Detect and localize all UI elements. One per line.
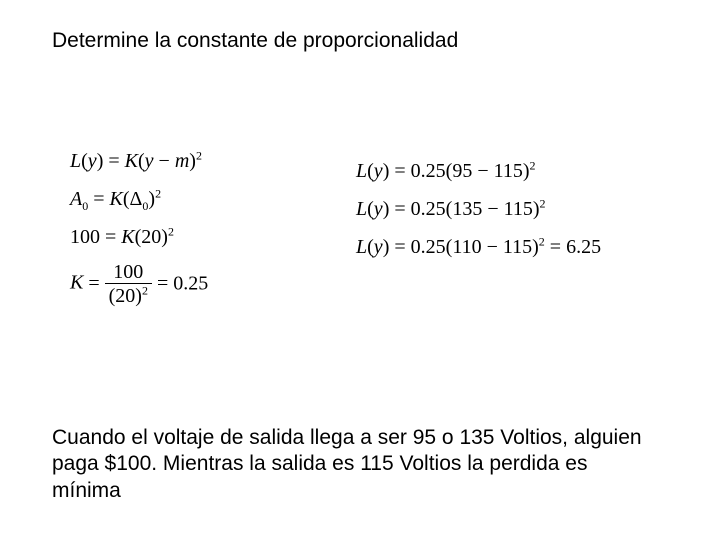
val-b: 115 — [504, 198, 533, 220]
var-A: A — [70, 188, 82, 210]
var-K: K — [125, 150, 138, 172]
val-b: 115 — [494, 160, 523, 182]
minus: − — [487, 198, 498, 220]
result-0.25: 0.25 — [173, 273, 208, 295]
equation-right-3: L(y) = 0.25(110 − 115)2 = 6.25 — [356, 236, 601, 259]
equation-left-3: 100 = K(20)2 — [70, 226, 174, 249]
result-6.25: 6.25 — [566, 236, 601, 258]
var-L: L — [356, 236, 367, 258]
equation-left-2: A0 = K(Δ0)2 — [70, 188, 161, 211]
val-a: 95 — [452, 160, 472, 182]
page: Determine la constante de proporcionalid… — [0, 0, 720, 540]
exp-2: 2 — [168, 224, 174, 238]
var-L: L — [70, 150, 81, 172]
equation-left-1: L(y) = K(y − m)2 — [70, 150, 202, 173]
num-20: 20 — [141, 226, 161, 248]
val-b: 115 — [503, 236, 532, 258]
var-K: K — [110, 188, 123, 210]
fraction-numerator: 100 — [105, 262, 152, 284]
var-m: m — [175, 150, 189, 172]
exp-2: 2 — [196, 148, 202, 162]
var-y: y — [374, 236, 383, 258]
coef: 0.25 — [411, 198, 446, 220]
sub-0: 0 — [82, 199, 88, 213]
val-a: 135 — [452, 198, 482, 220]
var-y2: y — [145, 150, 154, 172]
exp-2: 2 — [155, 186, 161, 200]
equation-right-1: L(y) = 0.25(95 − 115)2 — [356, 160, 536, 183]
equation-right-2: L(y) = 0.25(135 − 115)2 — [356, 198, 546, 221]
coef: 0.25 — [411, 236, 446, 258]
var-L: L — [356, 198, 367, 220]
equals: = — [108, 150, 119, 172]
equation-left-4: K = 100 (20)2 = 0.25 — [70, 262, 208, 306]
equals: = — [394, 198, 405, 220]
var-y: y — [374, 198, 383, 220]
num-100: 100 — [70, 226, 100, 248]
exp-2: 2 — [530, 158, 536, 172]
minus: − — [487, 236, 498, 258]
var-y: y — [88, 150, 97, 172]
var-K: K — [121, 226, 134, 248]
coef: 0.25 — [411, 160, 446, 182]
equals: = — [105, 226, 116, 248]
equals: = — [394, 160, 405, 182]
fraction-denominator: (20)2 — [105, 284, 152, 306]
equals: = — [93, 188, 104, 210]
equals-2: = — [550, 236, 561, 258]
equals-2: = — [157, 273, 168, 295]
var-L: L — [356, 160, 367, 182]
var-K: K — [70, 272, 83, 294]
val-a: 110 — [452, 236, 481, 258]
exp-2: 2 — [540, 196, 546, 210]
equals: = — [394, 236, 405, 258]
body-paragraph: Cuando el voltaje de salida llega a ser … — [52, 425, 652, 504]
minus: − — [477, 160, 488, 182]
exp-2: 2 — [539, 234, 545, 248]
var-y: y — [374, 160, 383, 182]
page-title: Determine la constante de proporcionalid… — [52, 28, 458, 53]
fraction: 100 (20)2 — [105, 262, 152, 306]
equals: = — [88, 273, 99, 295]
delta: Δ — [130, 188, 143, 210]
